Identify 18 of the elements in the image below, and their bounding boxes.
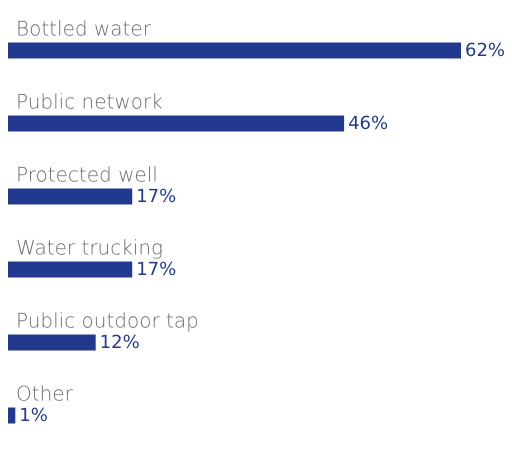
data-label: 17% (136, 186, 176, 207)
data-label: 17% (136, 259, 176, 280)
data-label: 62% (465, 40, 506, 61)
bar (8, 262, 132, 278)
y-tick-label: Bottled water (16, 16, 152, 40)
data-label: 46% (348, 113, 388, 134)
bar (8, 188, 132, 204)
y-tick-label: Protected well (16, 162, 158, 186)
bar (8, 116, 344, 132)
bar (8, 334, 96, 350)
y-tick-label: Public outdoor tap (16, 308, 199, 332)
data-label: 12% (100, 332, 140, 353)
bar (8, 42, 461, 58)
y-tick-label: Water trucking (16, 236, 164, 260)
data-label: 1% (19, 405, 48, 426)
y-tick-label: Public network (16, 90, 163, 114)
bar (8, 408, 16, 424)
y-tick-label: Other (16, 382, 74, 406)
